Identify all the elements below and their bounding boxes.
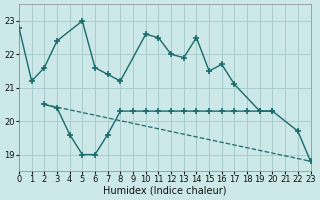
X-axis label: Humidex (Indice chaleur): Humidex (Indice chaleur)	[103, 186, 227, 196]
